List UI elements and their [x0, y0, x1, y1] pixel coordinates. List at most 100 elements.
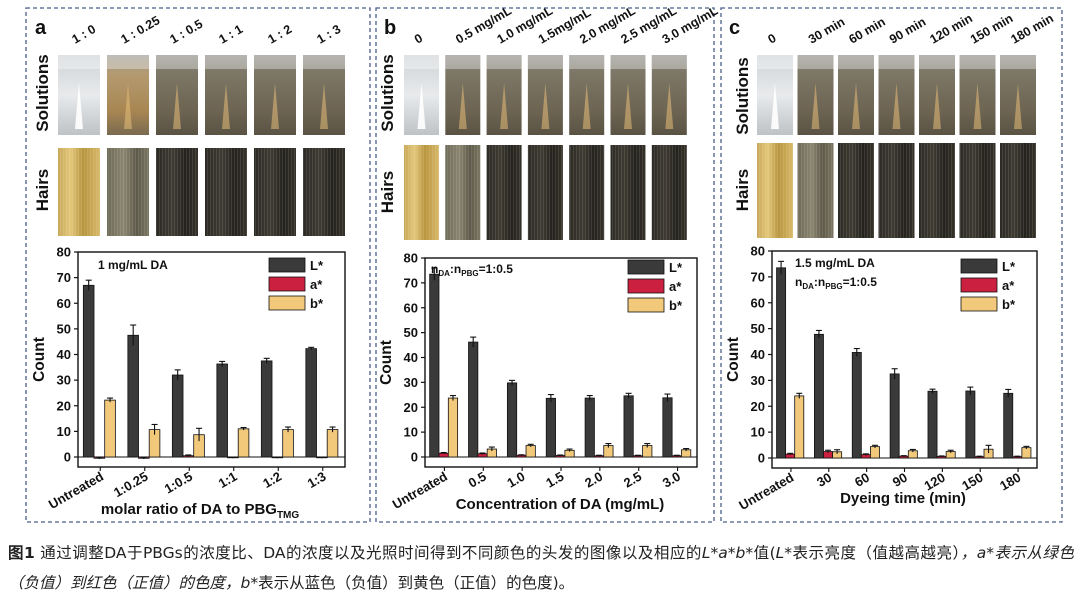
vial-cap-reflection [445, 55, 481, 69]
vial-glare [75, 83, 83, 129]
legend-label-b: b* [1002, 297, 1016, 312]
x-tick-label: 30 [814, 470, 834, 490]
bar-l [776, 267, 787, 459]
bar-l [662, 397, 673, 458]
panel-frame [720, 7, 1063, 523]
hair-strand-texture [486, 145, 522, 240]
vial-cap-reflection [919, 55, 955, 69]
vial-glare [933, 83, 941, 129]
photo-label: 150 min [968, 11, 1015, 46]
bar-l [927, 390, 938, 459]
bar-l [545, 397, 556, 458]
vial-cap-reflection [254, 55, 296, 69]
photo-label: 0 [412, 31, 425, 47]
x-tick-label: 1:2 [260, 469, 284, 491]
photo-label: 1 : 1 [217, 22, 246, 47]
vial-glare [624, 83, 632, 129]
x-tick-label: 2.5 [621, 469, 644, 491]
vial-cap-reflection [959, 55, 996, 69]
bar-l [584, 397, 595, 458]
vial-glare [1014, 83, 1022, 129]
legend-label-l: L* [669, 260, 683, 275]
vial-cap-reflection [303, 55, 345, 69]
x-tick-label: 1:0.5 [162, 469, 195, 497]
photo-label: 30 min [806, 15, 847, 47]
caption-b-symbol: b* [240, 574, 259, 592]
vial-glare [173, 83, 181, 129]
row-label-hairs: Hairs [33, 169, 52, 212]
caption-text-4: 表示从蓝色（负值）到黄色（正值）的色度)。 [258, 574, 575, 592]
row-label-hairs: Hairs [378, 171, 397, 214]
y-tick-label: 40 [751, 347, 765, 362]
x-tick-label: 90 [890, 470, 910, 490]
y-axis-label: Count [31, 337, 48, 382]
caption-text-2: 值( [753, 544, 776, 562]
y-tick-label: 40 [57, 347, 71, 362]
caption-text-3: 表示亮度（值越高越亮） [792, 544, 961, 562]
photo-label: 1 : 2 [266, 22, 295, 47]
caption-lab-symbol: L*a*b* [701, 544, 754, 562]
bar-l [851, 352, 862, 459]
vial-cap-reflection [757, 55, 793, 69]
y-tick-label: 80 [57, 245, 71, 260]
y-tick-label: 10 [57, 424, 71, 439]
bar-b [104, 399, 116, 458]
hair-strand-texture [445, 145, 481, 240]
photo-label: 0 [766, 31, 779, 47]
x-tick-label: 2.0 [582, 469, 605, 491]
vial-cap-reflection [205, 55, 247, 69]
y-tick-label: 60 [404, 300, 418, 315]
y-tick-label: 30 [404, 375, 418, 390]
x-tick-label: 0.5 [466, 469, 489, 491]
bar-l [429, 273, 440, 458]
x-tick-label: 1.5 [543, 469, 566, 491]
y-tick-label: 50 [57, 321, 71, 336]
y-axis-label: Count [378, 340, 395, 385]
hair-strand-texture [797, 143, 834, 238]
hair-strand-texture [919, 143, 955, 238]
vial-glare [582, 83, 591, 129]
panel-c: c Solutions Hairs 0 30 min 60 min 90 min 120 mi… [720, 7, 1063, 523]
chart-annotation: 1.5 mg/mL DA [795, 256, 875, 270]
legend-label-l: L* [310, 258, 324, 273]
caption-a-phrase: ，a*表示从绿色（负值）到红色（正值）的色度， [8, 544, 1074, 592]
vial-glare [771, 83, 779, 129]
x-tick-label: 1:3 [305, 469, 329, 491]
bar-l [965, 390, 976, 459]
panel-letter: b [384, 17, 396, 39]
figure: a Solutions Hairs 1 : 0 1 : 0.25 1 : 0.5 1 : 1… [25, 3, 1063, 523]
bar-l [1003, 392, 1014, 459]
bar-l [260, 360, 273, 458]
y-tick-label: 20 [57, 398, 71, 413]
bar-b [1021, 447, 1032, 459]
legend-swatch-b [268, 295, 306, 311]
x-tick-label: 1.0 [504, 469, 527, 491]
chart-annotation: 1 mg/mL DA [98, 258, 168, 272]
hair-strand-texture [107, 148, 149, 236]
bar-l [216, 363, 228, 458]
panel-letter: c [729, 17, 740, 39]
y-tick-label: 60 [57, 296, 71, 311]
hair-strand-texture [527, 145, 563, 240]
y-tick-label: 70 [57, 270, 71, 285]
legend-swatch-a [268, 276, 306, 292]
x-tick-label: Untreated [46, 469, 106, 512]
caption-text-1: 通过调整DA于PBGs的浓度比、DA的浓度以及光照时间得到不同颜色的头发的图像以… [40, 544, 702, 562]
chart-annotation-2: nDA:nPBG=1:0.5 [795, 275, 877, 291]
vial-glare [222, 83, 230, 129]
vial-cap-reflection [1000, 55, 1036, 69]
hair-strand-texture [404, 145, 439, 240]
bar-l [814, 333, 824, 459]
figure-caption: 图1 通过调整DA于PBGs的浓度比、DA的浓度以及光照时间得到不同颜色的头发的… [8, 538, 1074, 598]
photo-label: 60 min [847, 15, 888, 47]
y-tick-label: 80 [404, 251, 418, 266]
vial-glare [417, 83, 426, 129]
hair-strand-texture [838, 143, 874, 238]
vial-glare [811, 83, 820, 129]
vial-cap-reflection [838, 55, 874, 69]
bar-b [447, 397, 459, 458]
photo-label: 1 : 3 [315, 22, 344, 47]
legend-label-a: a* [1002, 278, 1015, 293]
y-tick-label: 0 [64, 450, 71, 465]
bar-l [305, 348, 317, 458]
